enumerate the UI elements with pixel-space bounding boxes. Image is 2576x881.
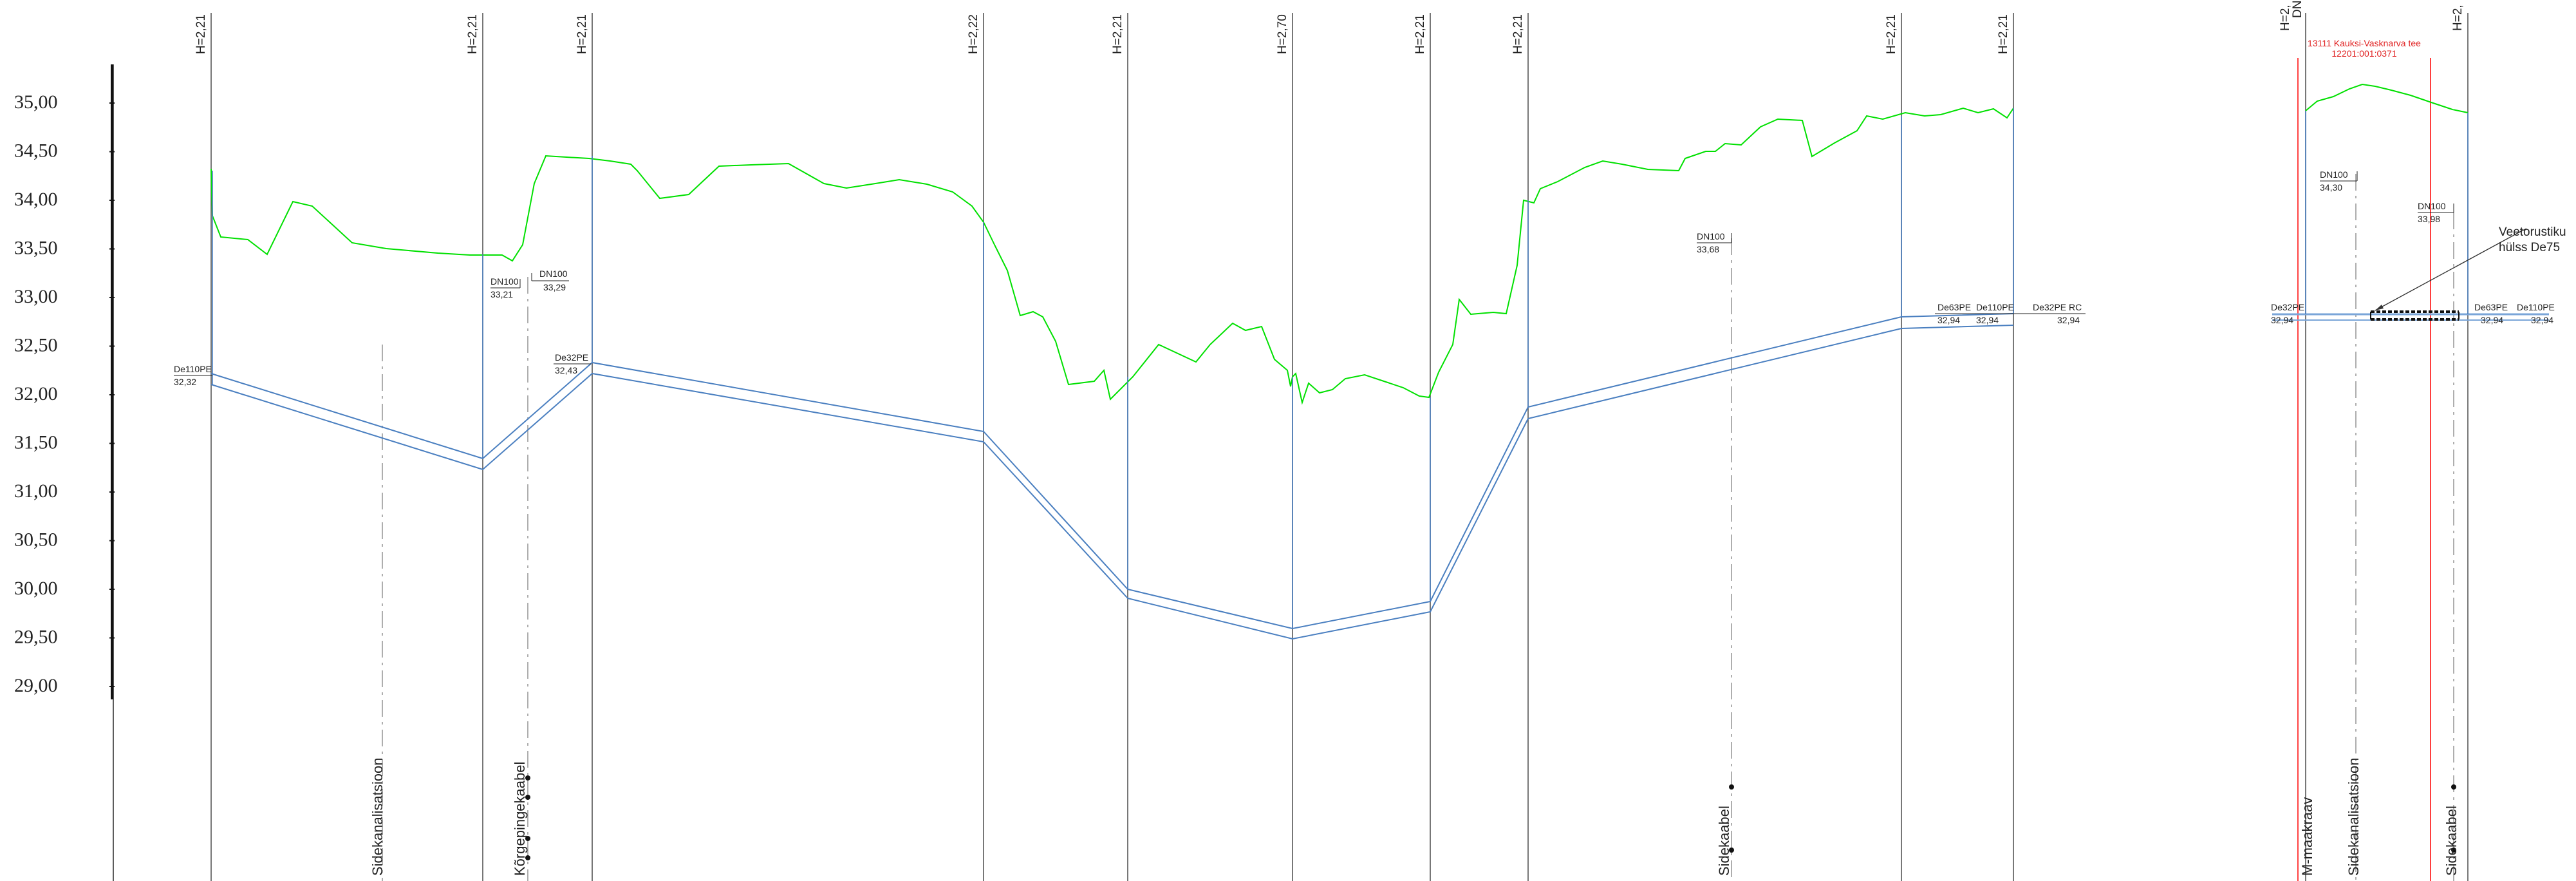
section-h-label: H=2,70	[1276, 14, 1289, 54]
pipe-level: 32,94	[2057, 315, 2080, 325]
elevation-scale: 35,00 34,50 34,00 33,50 33,00 32,50 32,00 31,50…	[14, 64, 115, 881]
dn-label: DN100	[1697, 231, 1725, 242]
pipe-top	[210, 313, 2014, 630]
marker-dot	[2451, 784, 2456, 790]
scale-label: 29,50	[14, 627, 58, 648]
dn-label: DN100	[2418, 201, 2446, 211]
dn-label: DN100	[490, 276, 519, 287]
ground-line-right	[2305, 83, 2469, 113]
scale-label: 31,50	[14, 432, 58, 453]
crossing-labels: Sidekanalisatsioon Kõrgepingekaabel Side…	[369, 758, 2459, 876]
pipe-label: De32PE	[555, 352, 588, 363]
scale-label: 31,00	[14, 480, 58, 502]
section-labels: H=2,21 H=2,21 H=2,21 H=2,22 H=2,21 H=2,7…	[194, 1, 2465, 54]
pipe-level: 32,94	[2481, 315, 2503, 325]
ground-line	[210, 107, 2014, 405]
dn-level: 33,29	[543, 282, 566, 292]
scale-label: 34,50	[14, 140, 58, 162]
section-h-label: H=2,21	[194, 14, 208, 54]
section-h-label: H=2,21	[1111, 14, 1125, 54]
section-h-label: H=2,21	[1414, 14, 1427, 54]
dn-label: DN100	[539, 269, 568, 279]
marker-dot	[525, 855, 530, 860]
crossing-label: Sidekanalisatsioon	[369, 758, 386, 876]
dn-level: 33,68	[1697, 244, 1719, 254]
marker-dot	[1729, 848, 1734, 853]
pipe-level: 32,32	[174, 377, 196, 387]
pipe-level: 32,43	[555, 365, 577, 375]
leader-arrow	[2375, 305, 2384, 310]
marker-dot	[525, 836, 530, 841]
pipe-level: 32,94	[1937, 315, 1960, 325]
pipe-label: De110PE	[1976, 302, 2014, 312]
crossing-label: Sidekaabel	[1716, 806, 1732, 876]
scale-label: 30,00	[14, 578, 58, 599]
scale-label: 30,50	[14, 529, 58, 551]
sleeve-leader	[2375, 228, 2527, 311]
road-label: 13111 Kauksi-Vasknarva tee	[2308, 38, 2421, 48]
section-h-label: H=2,21	[1885, 14, 1898, 54]
section-h-label: H=2,21	[575, 14, 589, 54]
pipe-bottom	[210, 325, 2014, 640]
sleeve-callout-line2: hülss De75	[2499, 241, 2560, 254]
pipe-level: 32,94	[2271, 315, 2293, 325]
pipe-label: De32PE RC	[2033, 302, 2082, 312]
pipe-label: De63PE	[2474, 302, 2508, 312]
pipe-labels: De110PE 32,32 DN100 33,21 DN100 33,29 De…	[174, 169, 2555, 387]
marker-dot	[525, 795, 530, 800]
pipe-label: De110PE	[174, 364, 212, 374]
dn-level: 33,21	[490, 289, 513, 299]
section-h-label: H=2,	[2451, 5, 2465, 31]
marker-dot	[525, 775, 530, 781]
section-h-label: H=2,21	[1511, 14, 1525, 54]
dn-label: DN100	[2320, 169, 2348, 180]
scale-label: 32,00	[14, 383, 58, 404]
section-lines	[210, 13, 2469, 881]
pipe-level: 32,94	[2531, 315, 2553, 325]
crossing-label: Kõrgepingekaabel	[512, 762, 528, 876]
marker-dot	[2451, 848, 2456, 853]
section-h-label: DN	[2291, 1, 2304, 18]
section-h-label: H=2,	[2279, 5, 2292, 31]
marker-dot	[1729, 784, 1734, 790]
sleeve	[2370, 310, 2459, 321]
dn-level: 34,30	[2320, 182, 2342, 193]
pipe-label: De110PE	[2517, 302, 2555, 312]
crossing-label: Sidekaabel	[2443, 806, 2459, 876]
dn-level: 33,98	[2418, 214, 2440, 224]
scale-label: 35,00	[14, 91, 58, 113]
section-h-label: H=2,22	[967, 14, 980, 54]
sleeve-callout-line1: Veetorustiku	[2499, 225, 2566, 239]
pipe-level: 32,94	[1976, 315, 1999, 325]
road-cadastre-label: 12201:001:0371	[2331, 48, 2396, 59]
scale-label: 33,50	[14, 238, 58, 259]
road-boundaries	[2297, 58, 2431, 881]
scale-label: 29,00	[14, 675, 58, 696]
pipe-label: De32PE	[2271, 302, 2304, 312]
section-h-label: H=2,21	[466, 14, 480, 54]
scale-label: 33,00	[14, 286, 58, 307]
section-h-label: H=2,21	[1997, 14, 2010, 54]
crossing-label: Sidekanalisatsioon	[2346, 758, 2362, 876]
pipe-label: De63PE	[1937, 302, 1971, 312]
scale-label: 32,50	[14, 335, 58, 356]
crossing-lines	[382, 174, 2454, 881]
pipe-risers	[212, 108, 2469, 629]
crossing-markers	[525, 775, 2456, 860]
crossing-label: M-maakraav	[2299, 797, 2315, 876]
scale-label: 34,00	[14, 189, 58, 210]
